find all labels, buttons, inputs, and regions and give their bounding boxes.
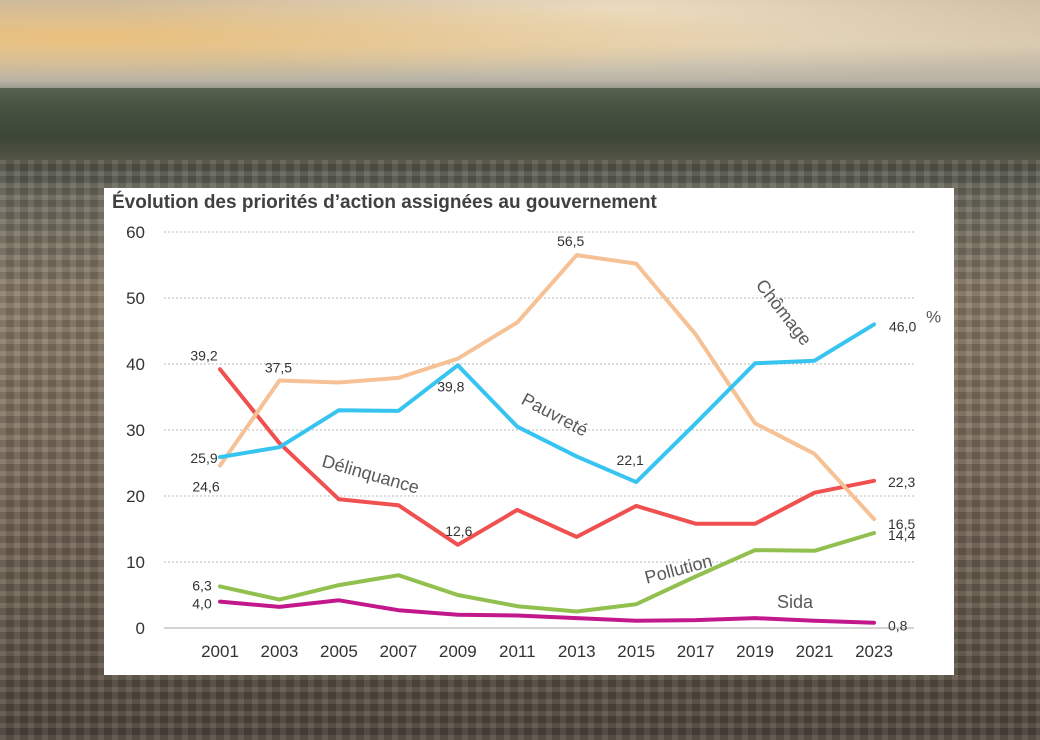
data-label: 56,5 xyxy=(557,233,584,249)
y-tick-label: 60 xyxy=(126,223,145,242)
x-tick-label: 2009 xyxy=(439,642,477,661)
series-line-sida xyxy=(218,598,876,625)
line-chart: 0 10 20 30 40 50 60 2001 2003 2005 2007 2009 2011 201… xyxy=(126,223,941,661)
data-label: 37,5 xyxy=(265,360,292,376)
annotation-sida: Sida xyxy=(777,592,814,612)
data-label: 25,9 xyxy=(190,450,217,466)
annotation-pollution: Pollution xyxy=(643,551,715,588)
x-tick-label: 2021 xyxy=(796,642,834,661)
x-tick-label: 2015 xyxy=(617,642,655,661)
x-tick-label: 2013 xyxy=(558,642,596,661)
data-label: 39,8 xyxy=(437,378,464,394)
data-label: 16,5 xyxy=(888,516,915,532)
x-tick-label: 2007 xyxy=(379,642,417,661)
data-label: 22,3 xyxy=(888,474,915,490)
annotation-chômage: Chômage xyxy=(752,275,816,349)
data-label: 22,1 xyxy=(617,452,644,468)
series-line-pollution xyxy=(218,531,876,614)
x-tick-label: 2019 xyxy=(736,642,774,661)
sky-glow xyxy=(0,0,1040,95)
chart-title: Évolution des priorités d’action assigné… xyxy=(112,192,657,213)
x-tick-label: 2017 xyxy=(677,642,715,661)
data-label: 24,6 xyxy=(192,479,219,495)
x-tick-label: 2023 xyxy=(855,642,893,661)
data-label: 12,6 xyxy=(445,523,472,539)
chart-panel: Évolution des priorités d’action assigné… xyxy=(104,188,954,675)
unit-label: % xyxy=(926,307,941,326)
forest-hills xyxy=(0,88,1040,168)
data-label: 39,2 xyxy=(190,347,217,363)
data-label: 4,0 xyxy=(192,596,212,612)
x-tick-label: 2001 xyxy=(201,642,239,661)
series-line-pauvreté xyxy=(218,322,876,485)
x-tick-label: 2011 xyxy=(499,642,536,661)
y-tick-label: 50 xyxy=(126,289,145,308)
annotation-délinquance: Délinquance xyxy=(320,451,422,498)
data-label: 14,4 xyxy=(888,527,915,543)
y-tick-label: 30 xyxy=(126,421,145,440)
x-tick-label: 2003 xyxy=(261,642,299,661)
y-tick-label: 20 xyxy=(126,487,145,506)
data-label: 6,3 xyxy=(192,577,212,593)
data-label: 46,0 xyxy=(889,318,916,334)
series-line-délinquance xyxy=(218,367,876,547)
series-line-chômage xyxy=(218,253,876,522)
y-tick-label: 40 xyxy=(126,355,145,374)
y-tick-label: 10 xyxy=(126,553,145,572)
data-label: 0,8 xyxy=(888,618,908,634)
x-tick-label: 2005 xyxy=(320,642,358,661)
y-tick-label: 0 xyxy=(136,619,145,638)
